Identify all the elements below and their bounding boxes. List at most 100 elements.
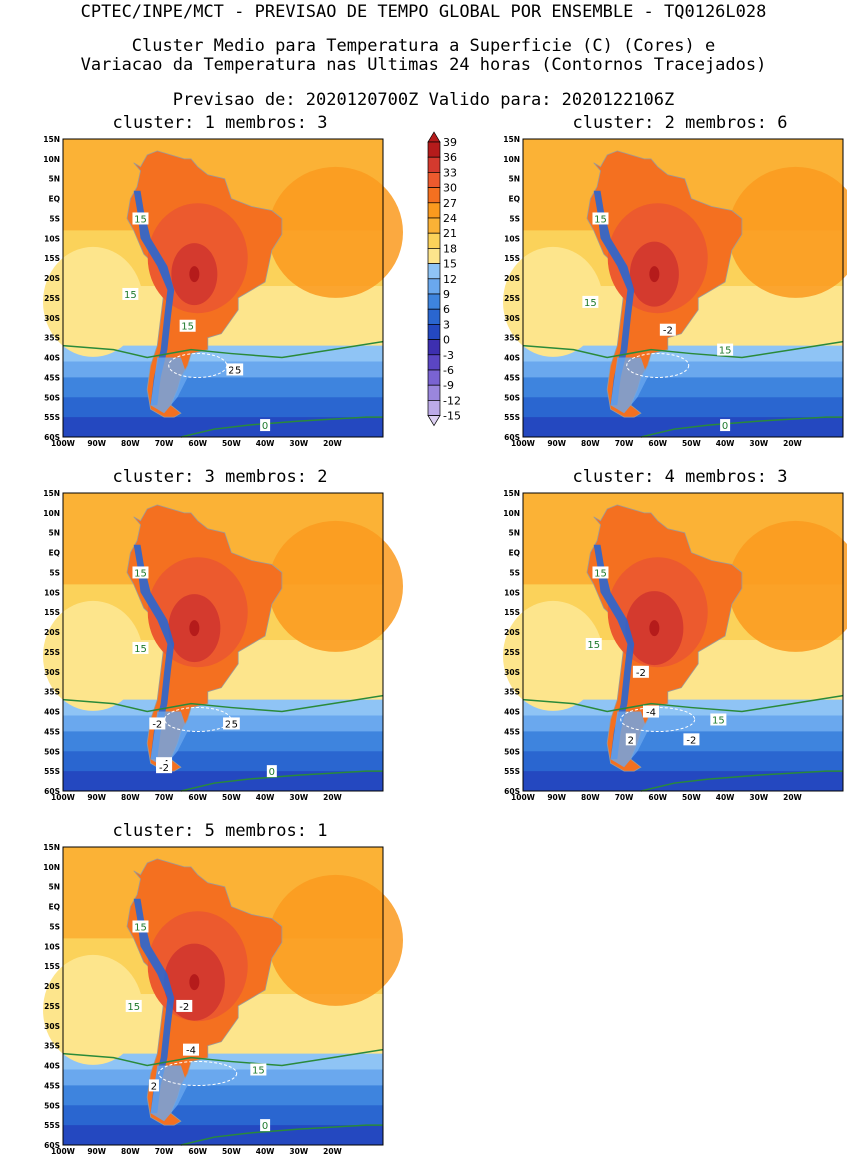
colorbar-swatch	[427, 217, 441, 234]
lat-label: 60S	[44, 1141, 60, 1150]
svg-text:15: 15	[134, 214, 147, 225]
lon-label: 50W	[682, 793, 701, 802]
svg-text:15: 15	[134, 922, 147, 933]
colorbar-label: 24	[443, 212, 457, 225]
map-frame	[62, 492, 384, 792]
cluster-4-map: 15 15 -2 -4 15 2 -2 15N 10N 5N EQ 5S 10S 15S 20S 25S 30S…	[503, 489, 847, 802]
contour-label: -2	[683, 733, 700, 746]
svg-text:2: 2	[228, 365, 234, 376]
lat-label: 20S	[504, 274, 520, 283]
contour-0	[180, 1124, 383, 1146]
ocean-temp-band	[63, 397, 383, 418]
lat-label: 60S	[44, 433, 60, 442]
lat-label: 30S	[44, 314, 60, 323]
ocean-temp-band	[63, 731, 383, 752]
lat-label: 5S	[509, 214, 520, 223]
colorbar-swatch	[427, 324, 441, 340]
lon-label: 100W	[51, 439, 76, 448]
svg-text:-4: -4	[646, 708, 656, 719]
cluster-3-title: cluster: 3 membros: 2	[112, 467, 328, 487]
colorbar-label: 15	[443, 258, 457, 271]
colorbar-swatch	[427, 263, 441, 280]
lat-label: 5S	[509, 568, 520, 577]
svg-text:0: 0	[269, 767, 275, 778]
hot-center	[189, 974, 200, 991]
ocean-temp-band	[63, 377, 383, 398]
lon-label: 20W	[783, 793, 802, 802]
contour-label: 0	[260, 419, 271, 432]
colorbar-label: 36	[443, 151, 457, 164]
map-frame	[62, 138, 384, 438]
lat-label: 60S	[504, 433, 520, 442]
contour-0	[640, 770, 843, 792]
svg-text:15: 15	[584, 298, 597, 309]
ocean-temp-band	[63, 715, 383, 732]
lat-label: 30S	[504, 668, 520, 677]
contour-15	[62, 340, 384, 359]
contour-0	[180, 416, 383, 438]
svg-text:2: 2	[225, 719, 231, 730]
contour-label: 2	[625, 733, 636, 746]
svg-text:15: 15	[712, 715, 725, 726]
lat-label: 25S	[44, 294, 60, 303]
svg-text:15: 15	[134, 568, 147, 579]
lon-label: 60W	[188, 439, 207, 448]
contour-label: 15	[125, 999, 142, 1013]
lat-label: 55S	[504, 767, 520, 776]
anomaly-contour	[626, 352, 690, 378]
lon-label: 30W	[749, 793, 768, 802]
svg-text:0: 0	[722, 421, 728, 432]
cluster-5-title: cluster: 5 membros: 1	[112, 821, 328, 841]
warm-atlantic-area	[268, 520, 403, 652]
lon-label: 80W	[581, 439, 600, 448]
contour-label: 15	[585, 637, 602, 651]
ocean-temp-band	[523, 699, 843, 717]
warm-atlantic-area	[268, 874, 403, 1006]
lat-label: 50S	[44, 393, 60, 402]
lat-label: EQ	[49, 195, 61, 204]
cluster-2-map: 15 15 -2 15 0 15N 10N 5N EQ 5S 10S 15S 20S 25S 30S 35S 4…	[503, 135, 847, 448]
lat-label: 55S	[44, 413, 60, 422]
ocean-temp-band	[523, 751, 843, 772]
lon-label: 100W	[511, 793, 536, 802]
svg-text:5: 5	[232, 719, 238, 730]
lon-label: 30W	[749, 439, 768, 448]
cool-pacific-area	[503, 246, 603, 357]
ocean-temp-band	[523, 139, 843, 168]
lon-label: 80W	[121, 439, 140, 448]
contour-15	[62, 694, 384, 713]
lon-label: 100W	[511, 439, 536, 448]
warm-atlantic-area	[268, 166, 403, 298]
svg-text:15: 15	[587, 640, 600, 651]
lat-label: 20S	[44, 628, 60, 637]
colorbar-swatch	[427, 172, 441, 188]
lon-label: 50W	[222, 1147, 241, 1156]
contour-label: 0	[720, 419, 731, 432]
ocean-temp-band	[523, 493, 843, 522]
lat-label: 35S	[44, 1042, 60, 1051]
lat-label: 10N	[503, 155, 520, 164]
lon-label: 50W	[682, 439, 701, 448]
lat-label: 50S	[44, 1101, 60, 1110]
lat-label: 25S	[44, 1002, 60, 1011]
warm-atlantic-area	[728, 166, 847, 298]
lat-label: 5N	[509, 175, 521, 184]
lon-label: 90W	[87, 1147, 106, 1156]
lat-label: 10S	[44, 588, 60, 597]
lat-label: 55S	[44, 1121, 60, 1130]
colorbar-swatch	[427, 293, 441, 310]
colorbar-label: -6	[443, 364, 454, 377]
lat-label: 60S	[504, 787, 520, 796]
lon-label: 40W	[256, 439, 275, 448]
lat-label: 40S	[44, 354, 60, 363]
contour-label: 15	[582, 295, 599, 309]
svg-text:-4: -4	[186, 1046, 196, 1057]
hot-center	[189, 620, 200, 637]
svg-text:-2: -2	[159, 763, 169, 774]
lat-label: 50S	[504, 747, 520, 756]
lat-label: 5N	[49, 175, 61, 184]
ocean-temp-band	[523, 397, 843, 418]
colorbar-label: 9	[443, 288, 450, 301]
forecast-dates: Previsao de: 2020120700Z Valido para: 20…	[172, 90, 675, 110]
svg-text:15: 15	[134, 644, 147, 655]
